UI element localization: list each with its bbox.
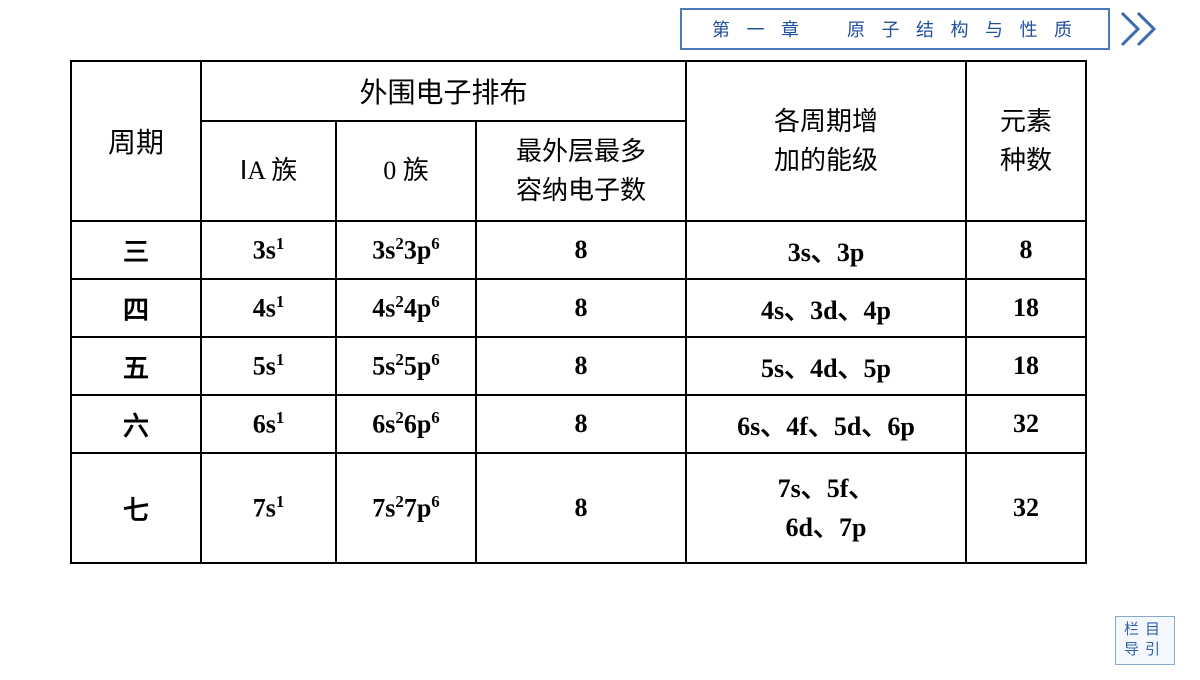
table-row: 三 3s1 3s23p6 8 3s、3p 8 xyxy=(71,221,1086,279)
electron-config-table: 周期 外围电子排布 各周期增加的能级 元素种数 ⅠA 族 0 族 最外层最多容纳… xyxy=(70,60,1087,564)
cell-max: 8 xyxy=(476,395,686,453)
col-outer-config-header: 外围电子排布 xyxy=(201,61,686,121)
periodic-table-data: 周期 外围电子排布 各周期增加的能级 元素种数 ⅠA 族 0 族 最外层最多容纳… xyxy=(70,60,1087,564)
cell-levels: 4s、3d、4p xyxy=(686,279,966,337)
cell-zero: 6s26p6 xyxy=(336,395,476,453)
cell-count: 18 xyxy=(966,279,1086,337)
chevron-right-icon xyxy=(1120,11,1170,47)
cell-ia: 6s1 xyxy=(201,395,336,453)
col-added-levels-header: 各周期增加的能级 xyxy=(686,61,966,221)
cell-max: 8 xyxy=(476,221,686,279)
cell-max: 8 xyxy=(476,453,686,563)
cell-ia: 7s1 xyxy=(201,453,336,563)
cell-count: 32 xyxy=(966,453,1086,563)
nav-line2: 导引 xyxy=(1124,641,1166,661)
table-row: 四 4s1 4s24p6 8 4s、3d、4p 18 xyxy=(71,279,1086,337)
col-element-count-header: 元素种数 xyxy=(966,61,1086,221)
cell-count: 32 xyxy=(966,395,1086,453)
table-row: 五 5s1 5s25p6 8 5s、4d、5p 18 xyxy=(71,337,1086,395)
cell-max: 8 xyxy=(476,279,686,337)
cell-zero: 4s24p6 xyxy=(336,279,476,337)
table-row: 六 6s1 6s26p6 8 6s、4f、5d、6p 32 xyxy=(71,395,1086,453)
cell-zero: 7s27p6 xyxy=(336,453,476,563)
cell-zero: 3s23p6 xyxy=(336,221,476,279)
cell-ia: 5s1 xyxy=(201,337,336,395)
nav-line1: 栏目 xyxy=(1124,621,1166,641)
cell-ia: 3s1 xyxy=(201,221,336,279)
cell-ia: 4s1 xyxy=(201,279,336,337)
cell-max: 8 xyxy=(476,337,686,395)
col-max-outer-header: 最外层最多容纳电子数 xyxy=(476,121,686,221)
cell-period: 四 xyxy=(71,279,201,337)
chapter-title: 原 子 结 构 与 性 质 xyxy=(847,20,1078,40)
cell-zero: 5s25p6 xyxy=(336,337,476,395)
cell-levels: 3s、3p xyxy=(686,221,966,279)
cell-levels: 6s、4f、5d、6p xyxy=(686,395,966,453)
chapter-number: 第 一 章 xyxy=(712,20,805,40)
cell-count: 18 xyxy=(966,337,1086,395)
cell-period: 七 xyxy=(71,453,201,563)
chapter-banner: 第 一 章 原 子 结 构 与 性 质 xyxy=(680,8,1170,50)
cell-count: 8 xyxy=(966,221,1086,279)
table-row: 七 7s1 7s27p6 8 7s、5f、6d、7p 32 xyxy=(71,453,1086,563)
column-nav-button[interactable]: 栏目 导引 xyxy=(1115,616,1175,665)
cell-levels: 5s、4d、5p xyxy=(686,337,966,395)
cell-period: 六 xyxy=(71,395,201,453)
cell-levels: 7s、5f、6d、7p xyxy=(686,453,966,563)
col-ia-header: ⅠA 族 xyxy=(201,121,336,221)
chapter-title-box: 第 一 章 原 子 结 构 与 性 质 xyxy=(680,8,1110,50)
col-zero-header: 0 族 xyxy=(336,121,476,221)
cell-period: 五 xyxy=(71,337,201,395)
cell-period: 三 xyxy=(71,221,201,279)
col-period-header: 周期 xyxy=(71,61,201,221)
